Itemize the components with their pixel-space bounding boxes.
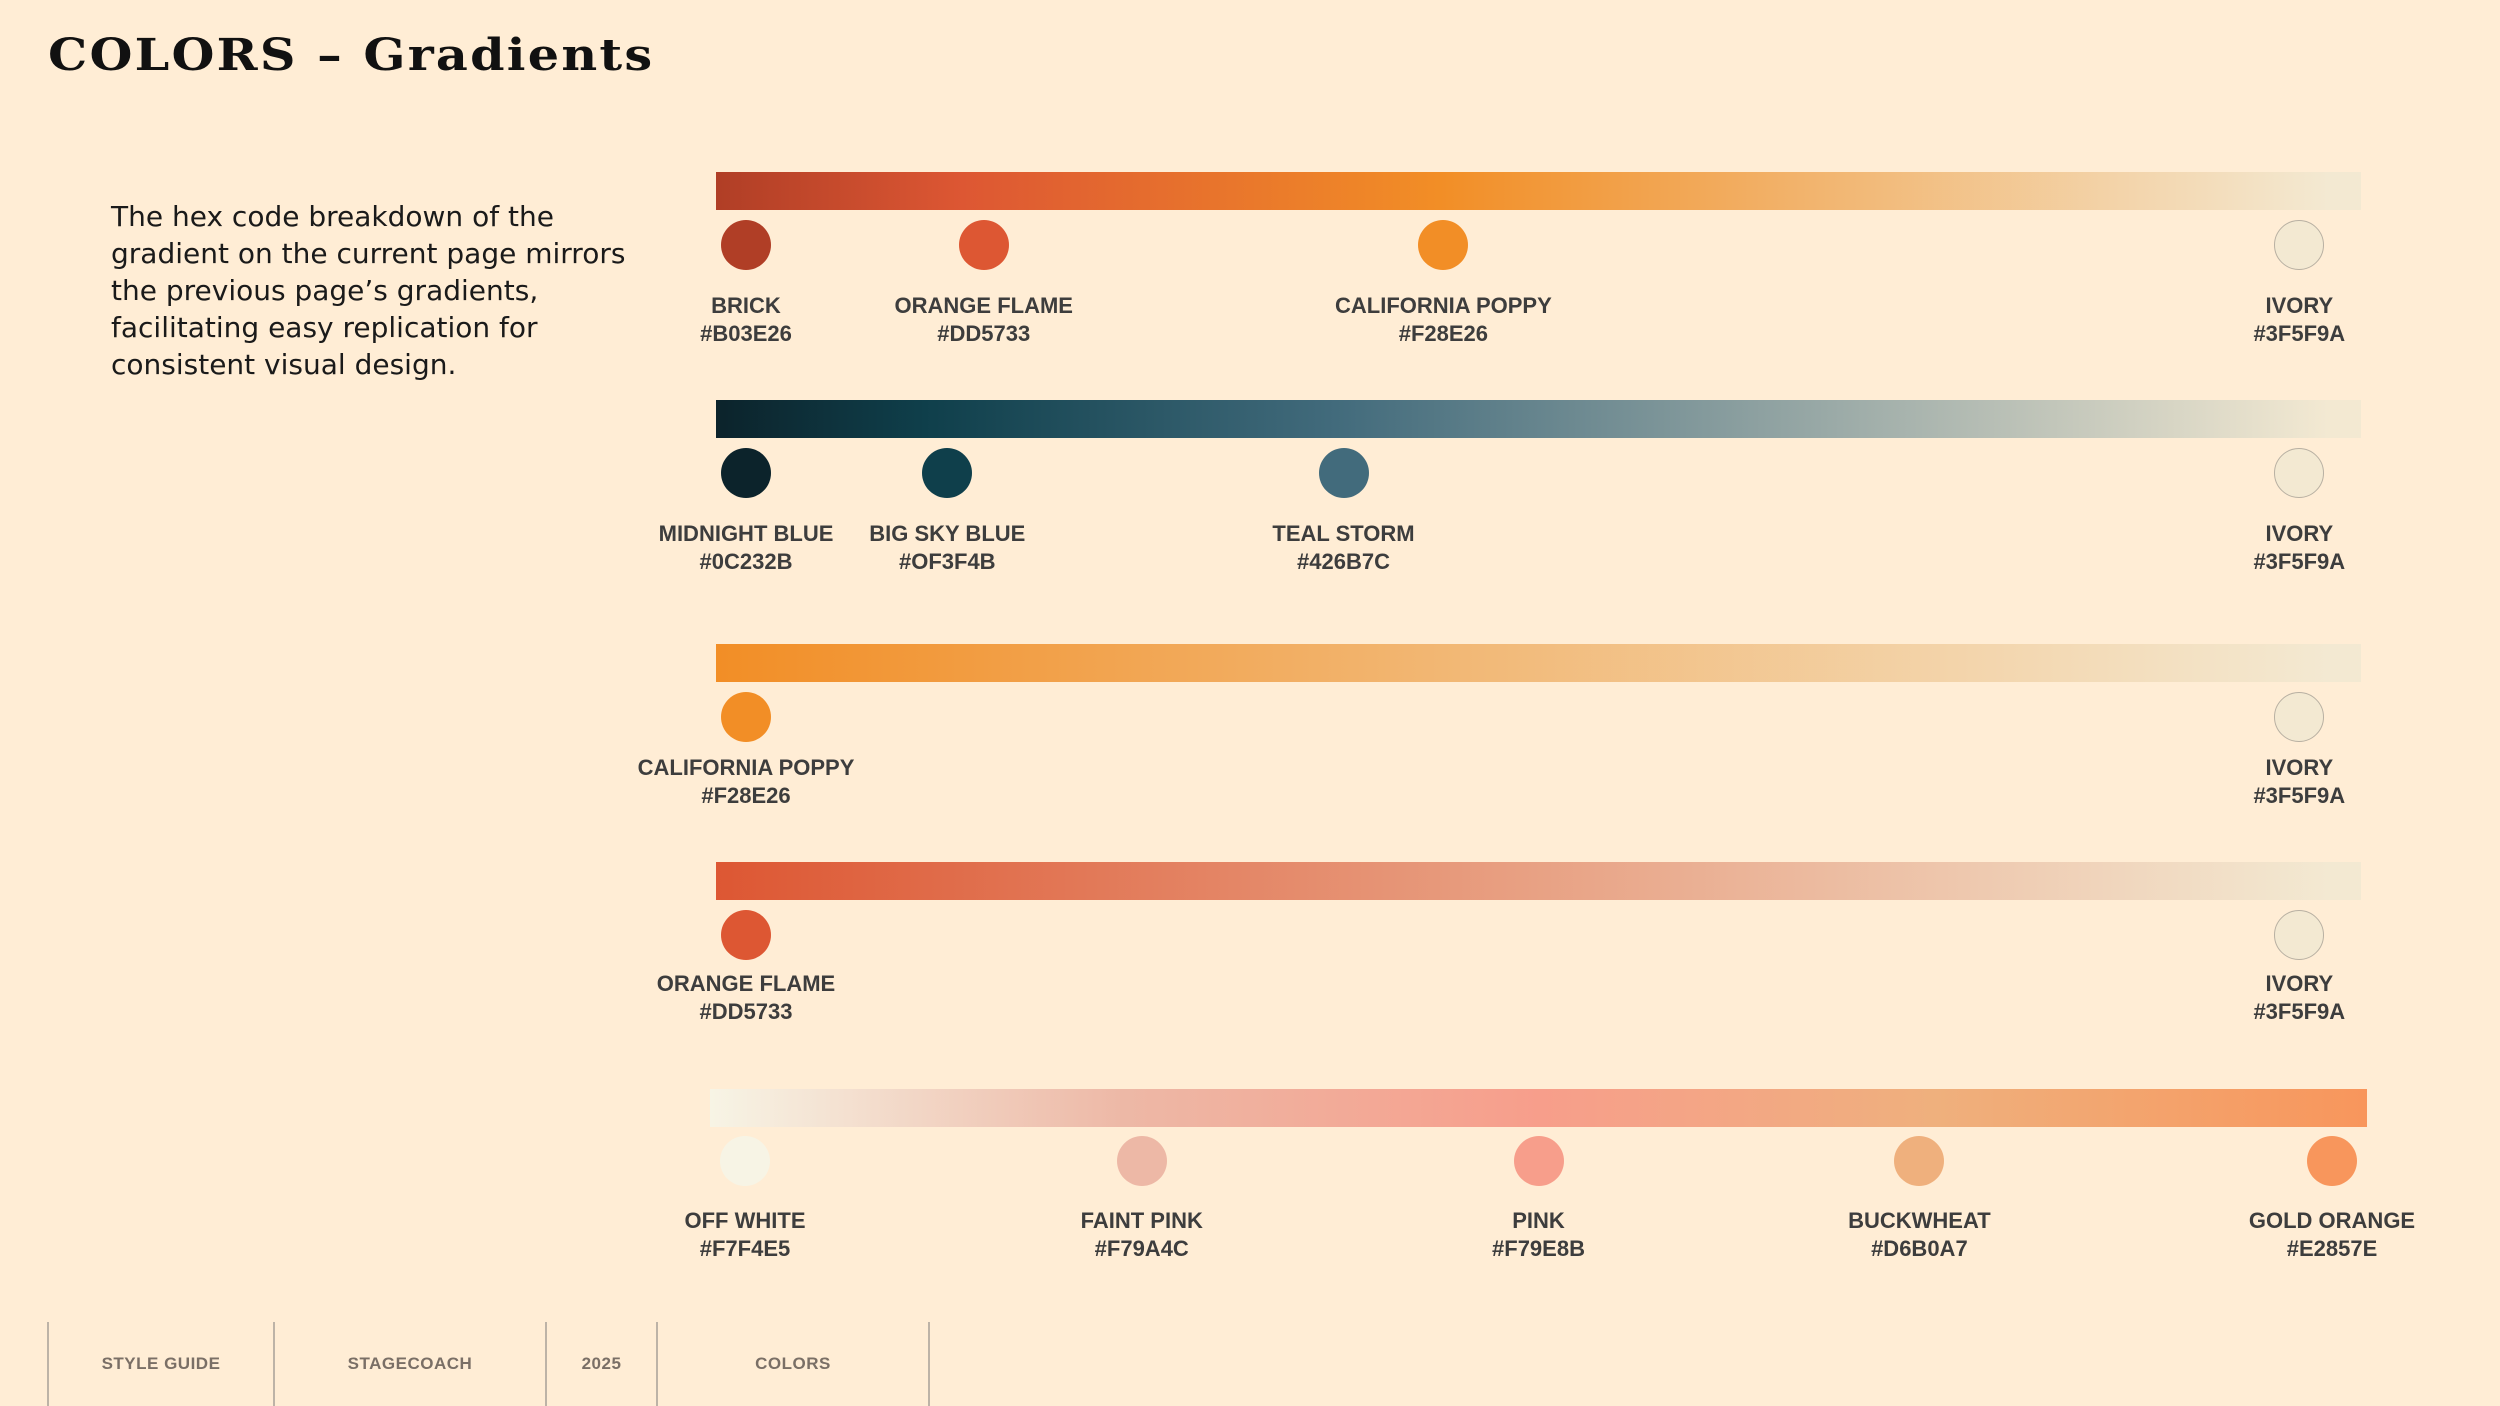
color-name: IVORY — [2265, 755, 2334, 780]
color-label: FAINT PINK #F79A4C — [1081, 1207, 1203, 1263]
color-label: ORANGE FLAME #DD5733 — [895, 292, 1073, 348]
color-label: IVORY #3F5F9A — [2253, 754, 2345, 810]
color-name: TEAL STORM — [1272, 521, 1415, 546]
color-swatch — [1318, 448, 1369, 498]
color-name: BIG SKY BLUE — [869, 521, 1026, 546]
color-name: IVORY — [2265, 521, 2334, 546]
color-hex: #F79A4C — [1094, 1236, 1189, 1261]
color-label: IVORY #3F5F9A — [2253, 520, 2345, 576]
color-label: OFF WHITE #F7F4E5 — [685, 1207, 806, 1263]
color-swatch — [721, 448, 771, 498]
color-name: PINK — [1512, 1208, 1565, 1233]
color-label: MIDNIGHT BLUE #0C232B — [659, 520, 834, 576]
color-swatch — [2307, 1136, 2357, 1186]
color-label: PINK #F79E8B — [1492, 1207, 1585, 1263]
color-swatch — [2274, 448, 2325, 498]
color-name: MIDNIGHT BLUE — [658, 521, 834, 546]
color-label: BUCKWHEAT #D6B0A7 — [1848, 1207, 1991, 1263]
footer-divider — [656, 1322, 658, 1406]
page-title: COLORS – Gradients — [48, 30, 655, 81]
color-name: CALIFORNIA POPPY — [637, 755, 855, 780]
color-swatch — [922, 448, 973, 498]
color-swatch — [958, 220, 1009, 270]
footer-divider — [47, 1322, 49, 1406]
color-hex: #3F5F9A — [2253, 999, 2346, 1024]
color-hex: #F7F4E5 — [699, 1236, 791, 1261]
color-hex: #F28E26 — [701, 783, 791, 808]
color-label: CALIFORNIA POPPY #F28E26 — [1335, 292, 1552, 348]
color-hex: #D6B0A7 — [1871, 1236, 1968, 1261]
color-name: CALIFORNIA POPPY — [1335, 293, 1552, 318]
color-label: TEAL STORM #426B7C — [1272, 520, 1414, 576]
color-hex: #3F5F9A — [2253, 321, 2346, 346]
color-label: BRICK #B03E26 — [700, 292, 792, 348]
color-name: IVORY — [2265, 971, 2334, 996]
color-swatch — [1116, 1136, 1167, 1186]
gradient-bar — [716, 862, 2361, 900]
color-label: IVORY #3F5F9A — [2253, 292, 2345, 348]
gradient-bar — [716, 172, 2361, 210]
color-hex: #E2857E — [2286, 1236, 2378, 1261]
footer-divider — [545, 1322, 547, 1406]
color-swatch — [2274, 692, 2325, 742]
color-hex: #F28E26 — [1398, 321, 1489, 346]
color-swatch — [1418, 220, 1469, 270]
footer-year: 2025 — [581, 1354, 622, 1373]
intro-text: The hex code breakdown of the gradient o… — [111, 200, 626, 381]
color-hex: #3F5F9A — [2253, 549, 2346, 574]
footer-divider — [273, 1322, 275, 1406]
color-swatch — [1894, 1136, 1945, 1186]
color-hex: #OF3F4B — [898, 549, 996, 574]
color-swatch — [2274, 220, 2325, 270]
color-hex: #426B7C — [1297, 549, 1391, 574]
color-name: BRICK — [711, 293, 781, 318]
footer-divider — [928, 1322, 930, 1406]
color-hex: #DD5733 — [699, 999, 793, 1024]
gradient-bar — [716, 644, 2361, 682]
color-label: CALIFORNIA POPPY #F28E26 — [638, 754, 855, 810]
gradient-bar — [716, 400, 2361, 438]
color-hex: #DD5733 — [937, 321, 1031, 346]
color-name: OFF WHITE — [684, 1208, 806, 1233]
footer-stagecoach: STAGECOACH — [347, 1354, 473, 1373]
color-swatch — [720, 1136, 770, 1186]
color-hex: #3F5F9A — [2253, 783, 2346, 808]
color-hex: #F79E8B — [1492, 1236, 1585, 1261]
color-label: BIG SKY BLUE #OF3F4B — [869, 520, 1025, 576]
footer-style-guide: STYLE GUIDE — [101, 1354, 221, 1373]
color-name: ORANGE FLAME — [894, 293, 1073, 318]
color-swatch — [1513, 1136, 1564, 1186]
gradient-bar — [710, 1089, 2367, 1127]
color-name: FAINT PINK — [1080, 1208, 1203, 1233]
footer-colors: COLORS — [755, 1354, 831, 1373]
color-swatch — [2274, 910, 2325, 960]
color-hex: #0C232B — [699, 549, 793, 574]
color-name: BUCKWHEAT — [1848, 1208, 1991, 1233]
color-swatch — [721, 910, 771, 960]
footer: STYLE GUIDE STAGECOACH 2025 COLORS — [0, 1322, 2500, 1406]
color-name: GOLD ORANGE — [2248, 1208, 2416, 1233]
color-swatch — [721, 220, 771, 270]
color-label: ORANGE FLAME #DD5733 — [657, 970, 835, 1026]
color-name: ORANGE FLAME — [656, 971, 836, 996]
color-label: IVORY #3F5F9A — [2253, 970, 2345, 1026]
color-swatch — [721, 692, 771, 742]
color-label: GOLD ORANGE #E2857E — [2249, 1207, 2415, 1263]
color-name: IVORY — [2265, 293, 2334, 318]
color-hex: #B03E26 — [700, 321, 792, 346]
